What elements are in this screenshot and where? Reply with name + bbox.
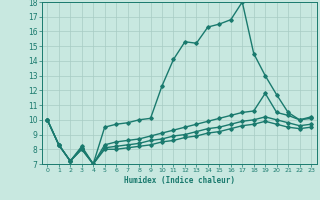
X-axis label: Humidex (Indice chaleur): Humidex (Indice chaleur) <box>124 176 235 185</box>
